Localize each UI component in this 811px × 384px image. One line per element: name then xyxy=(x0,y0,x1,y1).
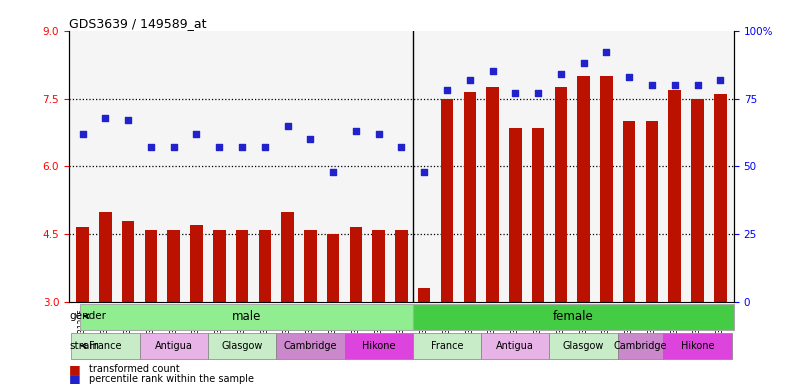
Text: GDS3639 / 149589_at: GDS3639 / 149589_at xyxy=(69,17,207,30)
Bar xyxy=(345,333,413,359)
Bar xyxy=(167,230,180,302)
Bar xyxy=(646,121,659,302)
Point xyxy=(714,76,727,83)
Text: strain: strain xyxy=(69,341,99,351)
Point xyxy=(600,50,613,56)
Bar xyxy=(532,128,544,302)
Text: Antigua: Antigua xyxy=(496,341,534,351)
Bar xyxy=(327,234,339,302)
Point xyxy=(418,169,431,175)
Bar xyxy=(395,230,408,302)
Bar xyxy=(350,227,363,302)
Point xyxy=(235,144,248,151)
Point xyxy=(555,71,568,77)
Point xyxy=(395,144,408,151)
Point xyxy=(281,122,294,129)
Bar xyxy=(144,230,157,302)
Bar xyxy=(208,333,277,359)
Bar xyxy=(714,94,727,302)
Bar xyxy=(281,212,294,302)
Point xyxy=(122,117,135,123)
Text: Hikone: Hikone xyxy=(680,341,714,351)
Text: ■: ■ xyxy=(69,373,80,384)
Text: France: France xyxy=(89,341,122,351)
Text: ■: ■ xyxy=(69,363,80,376)
Point xyxy=(508,90,521,96)
Point xyxy=(167,144,180,151)
Point xyxy=(577,60,590,66)
Point xyxy=(144,144,157,151)
Bar xyxy=(413,303,734,330)
Bar xyxy=(487,87,499,302)
Point xyxy=(531,90,544,96)
Bar xyxy=(259,230,271,302)
Point xyxy=(463,76,476,83)
Point xyxy=(440,87,453,93)
Bar xyxy=(464,92,476,302)
Text: female: female xyxy=(553,310,594,323)
Bar xyxy=(139,333,208,359)
Text: Hikone: Hikone xyxy=(362,341,396,351)
Text: Cambridge: Cambridge xyxy=(614,341,667,351)
Bar xyxy=(76,227,89,302)
Text: gender: gender xyxy=(69,311,106,321)
Point xyxy=(76,131,89,137)
Bar xyxy=(277,333,345,359)
Bar xyxy=(80,303,413,330)
Bar xyxy=(99,212,112,302)
Point xyxy=(486,68,499,74)
Point xyxy=(304,136,317,142)
Point xyxy=(327,169,340,175)
Point xyxy=(372,131,385,137)
Point xyxy=(350,128,363,134)
Bar xyxy=(618,333,663,359)
Bar xyxy=(481,333,550,359)
Bar xyxy=(440,99,453,302)
Bar xyxy=(213,230,225,302)
Text: transformed count: transformed count xyxy=(89,364,180,374)
Bar xyxy=(191,225,203,302)
Bar xyxy=(509,128,521,302)
Bar xyxy=(413,333,481,359)
Bar xyxy=(600,76,612,302)
Text: percentile rank within the sample: percentile rank within the sample xyxy=(89,374,254,384)
Point xyxy=(668,82,681,88)
Bar xyxy=(691,99,704,302)
Point xyxy=(190,131,203,137)
Bar xyxy=(71,333,139,359)
Bar xyxy=(555,87,567,302)
Point xyxy=(259,144,272,151)
Text: Antigua: Antigua xyxy=(155,341,193,351)
Bar xyxy=(623,121,636,302)
Point xyxy=(691,82,704,88)
Text: France: France xyxy=(431,341,463,351)
Bar xyxy=(577,76,590,302)
Bar xyxy=(663,333,732,359)
Point xyxy=(646,82,659,88)
Bar xyxy=(304,230,316,302)
Point xyxy=(212,144,225,151)
Bar xyxy=(550,333,618,359)
Bar xyxy=(236,230,248,302)
Text: Glasgow: Glasgow xyxy=(221,341,263,351)
Point xyxy=(99,114,112,121)
Bar xyxy=(372,230,385,302)
Bar xyxy=(122,221,135,302)
Text: Glasgow: Glasgow xyxy=(563,341,604,351)
Text: male: male xyxy=(232,310,261,323)
Bar xyxy=(418,288,431,302)
Text: Cambridge: Cambridge xyxy=(284,341,337,351)
Bar xyxy=(668,89,681,302)
Point xyxy=(623,74,636,80)
